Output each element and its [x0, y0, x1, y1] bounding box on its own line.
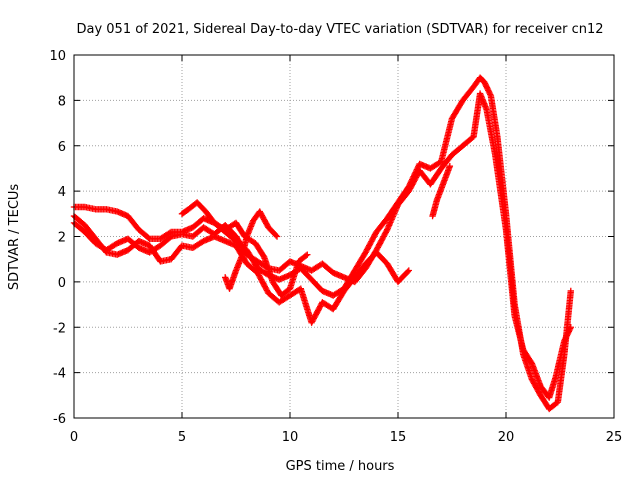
y-tick-label: 8	[58, 94, 66, 109]
data-point	[272, 232, 280, 239]
y-tick-label: -2	[53, 321, 66, 336]
x-tick-label: 10	[282, 430, 299, 445]
x-tick-label: 5	[178, 430, 186, 445]
series-track-e	[222, 208, 281, 292]
data-points	[70, 74, 574, 413]
x-tick-label: 25	[606, 430, 623, 445]
x-tick-label: 0	[70, 430, 78, 445]
y-tick-label: 4	[58, 185, 66, 200]
x-axis: 0 5 10 15 20 25	[70, 55, 622, 445]
x-tick-label: 15	[390, 430, 407, 445]
y-tick-label: 0	[58, 276, 66, 291]
y-tick-label: -4	[53, 367, 66, 382]
data-point	[383, 227, 390, 235]
data-point	[405, 267, 412, 274]
y-tick-label: 6	[58, 140, 66, 155]
x-axis-label: GPS time / hours	[286, 459, 395, 474]
y-tick-label: 10	[49, 49, 66, 64]
y-tick-label: -6	[53, 412, 66, 427]
chart-title: Day 051 of 2021, Sidereal Day-to-day VTE…	[76, 22, 603, 37]
data-point	[446, 162, 454, 170]
data-point	[567, 287, 574, 295]
data-point	[273, 233, 281, 240]
data-point	[302, 252, 310, 259]
data-point	[304, 251, 311, 258]
x-tick-label: 20	[498, 430, 515, 445]
y-axis-label: SDTVAR / TECUs	[7, 184, 22, 291]
data-point	[404, 268, 411, 275]
y-tick-label: 2	[58, 231, 66, 246]
y-axis: -6 -4 -2 0 2 4 6 8 10	[49, 49, 614, 427]
data-point	[567, 324, 574, 331]
series-track-f	[429, 162, 454, 220]
